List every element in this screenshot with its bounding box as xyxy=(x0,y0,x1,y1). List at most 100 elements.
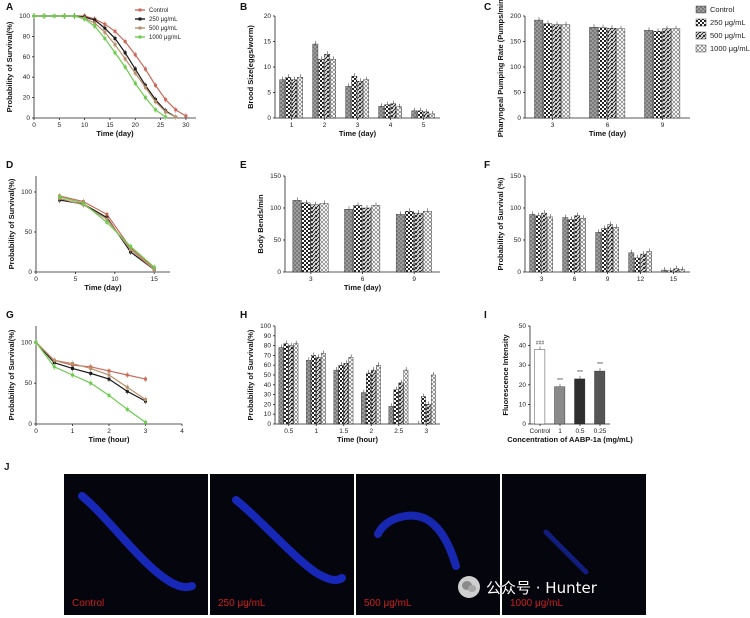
bar xyxy=(312,43,319,119)
chart-h xyxy=(273,325,440,426)
bar xyxy=(411,110,418,119)
x-tick-label: 15 xyxy=(151,276,159,283)
bar xyxy=(361,392,366,425)
bar xyxy=(423,111,430,119)
y-tick-label: 0 xyxy=(517,269,521,276)
y-tick-label: 60 xyxy=(23,54,31,61)
bar xyxy=(311,355,316,425)
bar xyxy=(301,202,311,273)
bar xyxy=(285,76,292,119)
x-tick-label: 0.5 xyxy=(575,428,584,435)
bar xyxy=(393,389,399,425)
x-tick-label: Control xyxy=(530,428,552,435)
y-tick-label: 40 xyxy=(23,74,31,81)
x-tick-label: 1 xyxy=(290,122,294,129)
x-tick-label: 3 xyxy=(356,122,360,129)
y-tick-label: 0 xyxy=(267,421,271,428)
bar xyxy=(661,269,668,273)
x-tick-label: 1.5 xyxy=(339,428,348,435)
series-line-3 xyxy=(34,15,166,118)
x-tick-label: 15 xyxy=(670,276,678,283)
x-axis-label: Time (hour) xyxy=(88,435,130,444)
bar xyxy=(616,28,626,119)
bar xyxy=(679,269,685,273)
bar xyxy=(589,27,599,119)
watermark: 公众号 · Hunter xyxy=(458,576,597,598)
bar xyxy=(640,253,647,273)
bar xyxy=(330,59,336,119)
bar xyxy=(292,200,302,273)
y-tick-label: 0 xyxy=(277,269,281,276)
y-tick-label: 50 xyxy=(25,229,33,236)
x-axis-label: Time (day) xyxy=(96,129,134,138)
y-tick-label: 200 xyxy=(510,13,521,20)
x-tick-label: 2 xyxy=(323,122,327,129)
x-axis-label: Time (day) xyxy=(84,283,122,292)
x-tick-label: 20 xyxy=(132,122,140,129)
chart-a xyxy=(32,8,196,120)
x-axis-label: Time (day) xyxy=(344,283,382,292)
significance-label: ### xyxy=(536,341,545,347)
bar xyxy=(403,369,409,425)
legend-label: 250 μg/mL xyxy=(710,18,746,27)
bar xyxy=(653,31,663,119)
chart-c xyxy=(523,5,707,120)
x-axis-label: Concentration of AABP-1a (mg/mL) xyxy=(507,435,633,444)
x-tick-label: 3 xyxy=(424,428,428,435)
bar xyxy=(388,406,394,425)
bar xyxy=(601,228,608,273)
y-tick-label: 50 xyxy=(519,323,527,330)
bar xyxy=(535,215,542,273)
x-tick-label: 2 xyxy=(369,428,373,435)
legend-marker xyxy=(138,35,142,39)
legend-label: Control xyxy=(710,5,735,14)
bar xyxy=(378,106,385,119)
bar xyxy=(607,28,617,119)
y-tick-label: 70 xyxy=(264,352,272,359)
bar xyxy=(421,396,426,425)
bar xyxy=(562,217,569,273)
bar xyxy=(667,270,674,273)
panel-letter-e: E xyxy=(240,160,247,171)
bar xyxy=(529,214,536,273)
bar xyxy=(426,404,431,425)
y-tick-label: 20 xyxy=(264,401,272,408)
bar xyxy=(595,232,602,273)
y-tick-label: 5 xyxy=(267,90,271,97)
bar xyxy=(324,54,331,119)
bar xyxy=(319,203,329,273)
x-tick-label: 3 xyxy=(309,276,313,283)
worm-250 xyxy=(232,496,346,584)
legend-label: Control xyxy=(149,8,168,14)
bar xyxy=(547,216,553,273)
y-axis-label: Probability of Survival(%) xyxy=(7,329,16,420)
x-tick-label: 10 xyxy=(111,276,119,283)
y-tick-label: 100 xyxy=(260,323,271,330)
y-tick-label: 60 xyxy=(264,362,272,369)
legend-swatch xyxy=(695,44,707,53)
panel-letter-g: G xyxy=(6,310,14,321)
bar xyxy=(422,210,432,273)
bar xyxy=(396,106,402,119)
worm-500 xyxy=(374,511,460,570)
y-tick-label: 0 xyxy=(28,269,32,276)
x-tick-label: 30 xyxy=(182,122,190,129)
bar xyxy=(376,365,381,425)
x-tick-label: 2 xyxy=(107,428,111,435)
x-tick-label: 9 xyxy=(606,276,610,283)
bar xyxy=(351,75,358,119)
x-axis-label: Time (day) xyxy=(339,129,377,138)
micrograph-1000: 1000 μg/mL xyxy=(502,474,646,615)
bar xyxy=(297,76,303,119)
bar xyxy=(541,212,548,273)
legend-label: 500 μg/mL xyxy=(149,26,178,32)
y-tick-label: 40 xyxy=(264,382,272,389)
y-tick-label: 90 xyxy=(264,333,272,340)
y-tick-label: 100 xyxy=(510,64,521,71)
x-tick-label: 1 xyxy=(71,428,75,435)
panel-letter-j: J xyxy=(4,462,10,473)
bar xyxy=(316,357,321,425)
significance-label: *** xyxy=(557,378,563,384)
bar xyxy=(362,207,372,273)
x-tick-label: 2.5 xyxy=(394,428,403,435)
